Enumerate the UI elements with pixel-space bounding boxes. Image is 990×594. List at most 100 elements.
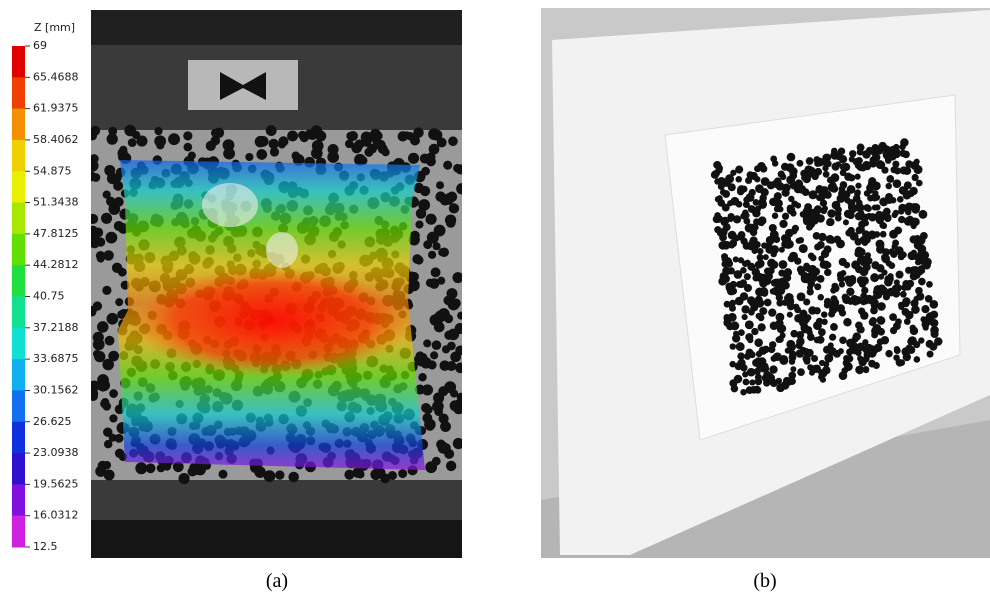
speckle: [743, 196, 750, 204]
speckle: [790, 210, 797, 217]
speckle: [781, 240, 790, 249]
speckle: [254, 466, 266, 478]
speckle: [788, 353, 797, 362]
speckle: [430, 351, 439, 360]
speckle: [819, 260, 828, 269]
speckle: [820, 207, 828, 215]
speckle: [444, 330, 454, 340]
speckle: [105, 196, 116, 207]
speckle: [743, 217, 751, 225]
speckle: [117, 147, 128, 159]
speckle: [428, 250, 437, 259]
speckle: [418, 372, 427, 382]
speckle: [759, 194, 767, 202]
speckle: [718, 277, 727, 286]
speckle: [824, 268, 832, 277]
speckle: [737, 352, 745, 360]
speckle: [814, 243, 822, 251]
speckle: [737, 185, 746, 194]
speckle: [772, 235, 781, 244]
speckle: [779, 173, 787, 181]
speckle: [753, 386, 762, 394]
speckle: [104, 335, 115, 346]
speckle: [888, 262, 896, 269]
speckle: [892, 160, 900, 168]
speckle: [735, 200, 743, 208]
speckle: [359, 156, 368, 165]
colorbar-label: 16.0312: [33, 509, 79, 522]
speckle: [788, 371, 797, 380]
speckle: [846, 211, 855, 220]
speckle: [728, 304, 736, 312]
speckle: [900, 138, 909, 147]
speckle: [795, 349, 805, 358]
colorbar-segment: [12, 421, 25, 454]
speckle: [877, 302, 886, 311]
speckle: [830, 173, 840, 183]
colorbar-label: 61.9375: [33, 102, 79, 115]
speckle: [888, 145, 898, 155]
speckle: [870, 273, 880, 283]
speckle: [856, 342, 866, 352]
speckle: [740, 266, 747, 274]
speckle: [817, 328, 826, 337]
speckle: [885, 214, 892, 221]
speckle: [858, 220, 866, 229]
speckle: [735, 342, 745, 352]
speckle: [837, 348, 844, 355]
speckle: [210, 128, 220, 138]
speckle: [819, 359, 826, 367]
speckle: [898, 215, 906, 224]
speckle: [899, 166, 908, 175]
speckle: [934, 337, 943, 346]
speckle: [114, 448, 125, 459]
speckle: [781, 212, 790, 220]
speckle: [778, 260, 788, 269]
speckle: [886, 197, 893, 204]
speckle: [275, 470, 285, 480]
colorbar-segment: [12, 453, 25, 485]
speckle: [438, 248, 447, 257]
speckle: [768, 223, 777, 233]
speckle: [892, 209, 899, 217]
speckle: [833, 235, 842, 244]
speckle: [762, 254, 769, 261]
speckle: [415, 208, 427, 219]
speckle: [435, 191, 446, 202]
colorbar-segment: [12, 233, 25, 266]
speckle: [869, 317, 877, 325]
speckle: [844, 197, 851, 204]
speckle: [773, 192, 782, 201]
speckle: [882, 207, 891, 216]
speckle: [769, 365, 778, 374]
speckle: [913, 253, 920, 261]
speckle: [827, 209, 836, 218]
speckle: [713, 161, 722, 169]
speckle: [756, 259, 765, 268]
speckle: [754, 176, 761, 183]
speckle: [873, 231, 881, 238]
speckle: [790, 366, 797, 373]
speckle: [761, 242, 768, 249]
speckle: [737, 329, 745, 337]
speckle: [457, 311, 462, 320]
speckle: [759, 307, 768, 316]
speckle: [117, 310, 126, 319]
speckle: [727, 200, 734, 207]
speckle: [743, 283, 752, 293]
speckle: [914, 268, 922, 276]
speckle: [818, 232, 827, 242]
speckle: [405, 132, 415, 141]
speckle: [722, 190, 731, 198]
speckle: [800, 169, 808, 178]
speckle: [859, 267, 869, 277]
speckle: [779, 355, 789, 364]
speckle: [836, 304, 845, 313]
speckle: [104, 164, 116, 176]
speckle: [881, 166, 889, 174]
speckle: [895, 318, 902, 326]
speckle: [91, 154, 99, 164]
speckle: [724, 241, 731, 248]
speckle: [127, 138, 137, 148]
speckle: [114, 404, 125, 415]
